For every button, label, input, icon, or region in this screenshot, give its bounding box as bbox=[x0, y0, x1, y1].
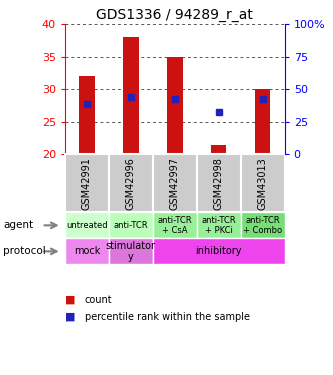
Bar bbox=[65, 212, 109, 238]
Bar bbox=[65, 154, 109, 212]
Bar bbox=[123, 38, 139, 154]
Bar bbox=[109, 154, 153, 212]
Text: untreated: untreated bbox=[66, 221, 108, 230]
Text: count: count bbox=[85, 295, 113, 305]
Bar bbox=[167, 57, 182, 154]
Bar bbox=[211, 145, 226, 154]
Text: protocol: protocol bbox=[3, 246, 46, 256]
Text: agent: agent bbox=[3, 220, 33, 230]
Text: anti-TCR
+ Combo: anti-TCR + Combo bbox=[243, 216, 282, 235]
Text: ■: ■ bbox=[65, 295, 76, 305]
Bar bbox=[79, 76, 95, 154]
Text: mock: mock bbox=[74, 246, 100, 256]
Text: percentile rank within the sample: percentile rank within the sample bbox=[85, 312, 250, 322]
Text: GSM42991: GSM42991 bbox=[82, 157, 92, 210]
Bar bbox=[153, 238, 285, 264]
Bar bbox=[109, 238, 153, 264]
Text: GSM42996: GSM42996 bbox=[126, 157, 136, 210]
Bar bbox=[197, 212, 241, 238]
Bar bbox=[109, 212, 153, 238]
Text: anti-TCR: anti-TCR bbox=[114, 221, 148, 230]
Text: GSM42997: GSM42997 bbox=[170, 157, 180, 210]
Bar bbox=[153, 154, 197, 212]
Bar bbox=[241, 212, 285, 238]
Text: GSM43013: GSM43013 bbox=[258, 157, 268, 210]
Text: GSM42998: GSM42998 bbox=[214, 157, 224, 210]
Bar bbox=[197, 154, 241, 212]
Text: inhibitory: inhibitory bbox=[195, 246, 242, 256]
Title: GDS1336 / 94289_r_at: GDS1336 / 94289_r_at bbox=[96, 8, 253, 22]
Bar bbox=[65, 238, 109, 264]
Bar bbox=[241, 154, 285, 212]
Text: anti-TCR
+ PKCi: anti-TCR + PKCi bbox=[201, 216, 236, 235]
Bar bbox=[153, 212, 197, 238]
Text: anti-TCR
+ CsA: anti-TCR + CsA bbox=[158, 216, 192, 235]
Text: ■: ■ bbox=[65, 312, 76, 322]
Bar bbox=[255, 89, 270, 154]
Text: stimulator
y: stimulator y bbox=[106, 241, 156, 262]
